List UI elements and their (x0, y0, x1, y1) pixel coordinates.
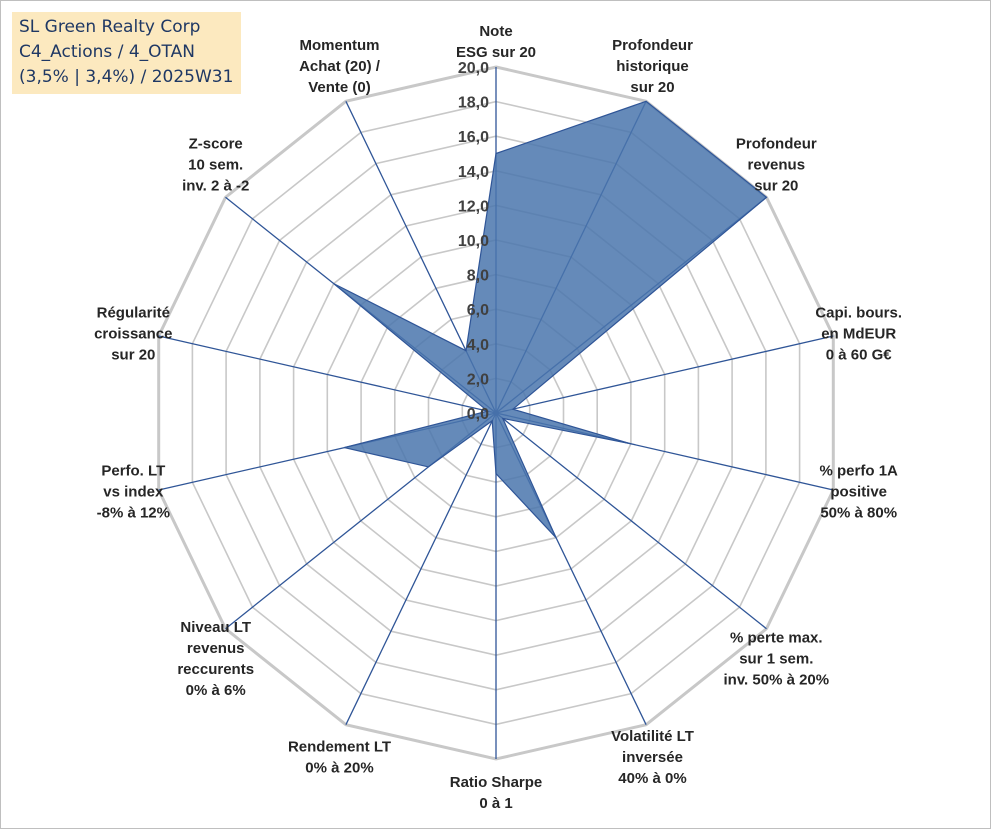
axis-label-line: en MdEUR (821, 325, 896, 342)
tick-label: 10,0 (458, 233, 489, 250)
axis-label: Rendement LT 0% à 20% (288, 739, 391, 777)
tick-label: 0,0 (467, 406, 489, 423)
axis-labels: Note ESG sur 20 Profondeur historique sur 20… (94, 23, 902, 812)
title-line-company: SL Green Realty Corp (19, 17, 201, 37)
tick-label: 2,0 (467, 371, 489, 388)
axis-label-line: Note (479, 23, 512, 40)
axis-label: Capi. bours. en MdEUR 0 à 60 G€ (815, 304, 902, 363)
axis-spoke (345, 412, 497, 725)
axis-label-line: Capi. bours. (815, 304, 902, 321)
title-line-stats: (3,5% | 3,4%) / 2025W31 (19, 67, 234, 87)
axis-label-line: Ratio Sharpe (450, 774, 543, 791)
axis-label-line: reccurents (177, 661, 254, 678)
axis-label: % perte max. sur 1 sem. inv. 50% à 20% (723, 630, 829, 689)
axis-label-line: -8% à 12% (97, 505, 170, 522)
axis-label-line: Rendement LT (288, 739, 391, 756)
axis-label: Profondeur historique sur 20 (612, 37, 693, 96)
axis-label-line: % perte max. (730, 630, 823, 647)
axis-label: Profondeur revenus sur 20 (736, 136, 817, 195)
axis-label-line: inv. 2 à -2 (182, 178, 249, 195)
axis-label-line: 0 à 1 (479, 795, 512, 812)
axis-spoke (495, 335, 834, 414)
axis-label-line: Volatilité LT (611, 728, 694, 745)
title-line-category: C4_Actions / 4_OTAN (19, 42, 195, 62)
axis-label-line: croissance (94, 325, 172, 342)
axis-label: Volatilité LT inversée 40% à 0% (611, 728, 694, 787)
tick-label: 8,0 (467, 268, 489, 285)
axis-label-line: inv. 50% à 20% (723, 672, 829, 689)
axis-label-line: Profondeur (612, 37, 693, 54)
axis-label-line: Z-score (189, 136, 243, 153)
axis-label: Niveau LT revenus reccurents 0% à 6% (177, 619, 254, 699)
axis-label-line: sur 20 (754, 178, 798, 195)
tick-labels: 0,0 2,0 4,0 6,0 8,0 10,0 12,0 14,0 16,0 18,0 20,0 (458, 60, 489, 423)
series-area (333, 100, 768, 539)
axis-spoke (495, 412, 767, 630)
axis-label-line: positive (830, 484, 887, 501)
axis-label-line: sur 20 (111, 346, 155, 363)
axis-label: % perfo 1A positive 50% à 80% (820, 463, 899, 522)
tick-label: 4,0 (467, 337, 489, 354)
axis-label: Note ESG sur 20 (456, 23, 536, 61)
axis-label: Ratio Sharpe 0 à 1 (450, 774, 543, 812)
axis-label-line: revenus (187, 640, 245, 657)
axis-label-line: Niveau LT (180, 619, 251, 636)
axis-label-line: vs index (103, 484, 164, 501)
axis-label-line: 50% à 80% (820, 505, 897, 522)
axis-label: Régularité croissance sur 20 (94, 304, 172, 363)
axis-spoke (158, 335, 497, 414)
axis-label: Momentum Achat (20) / Vente (0) (299, 37, 381, 96)
tick-label: 20,0 (458, 60, 489, 77)
axis-label-line: 0% à 6% (186, 682, 246, 699)
tick-label: 16,0 (458, 129, 489, 146)
axis-label-line: Perfo. LT (101, 463, 165, 480)
axis-label-line: 0% à 20% (305, 760, 373, 777)
axis-label-line: 10 sem. (188, 157, 243, 174)
axis-label-line: ESG sur 20 (456, 44, 536, 61)
axis-label-line: Profondeur (736, 136, 817, 153)
axis-label-line: sur 20 (630, 79, 674, 96)
axis-label-line: sur 1 sem. (739, 651, 813, 668)
axis-label: Z-score 10 sem. inv. 2 à -2 (182, 136, 249, 195)
axis-label-line: Momentum (300, 37, 380, 54)
chart-title-box: SL Green Realty Corp C4_Actions / 4_OTAN… (12, 12, 242, 94)
series-polygon (333, 100, 768, 539)
tick-label: 14,0 (458, 164, 489, 181)
tick-label: 6,0 (467, 302, 489, 319)
tick-label: 18,0 (458, 95, 489, 112)
axis-label-line: % perfo 1A (820, 463, 899, 480)
axis-label-line: 0 à 60 G€ (826, 346, 893, 363)
axis-label-line: historique (616, 58, 689, 75)
tick-label: 12,0 (458, 198, 489, 215)
axis-label-line: Achat (20) / (299, 58, 381, 75)
axis-label-line: Régularité (97, 304, 170, 321)
axis-label: Perfo. LT vs index -8% à 12% (97, 463, 170, 522)
axis-label-line: Vente (0) (308, 79, 371, 96)
axis-label-line: revenus (748, 157, 806, 174)
axis-label-line: 40% à 0% (618, 770, 686, 787)
axis-label-line: inversée (622, 749, 683, 766)
